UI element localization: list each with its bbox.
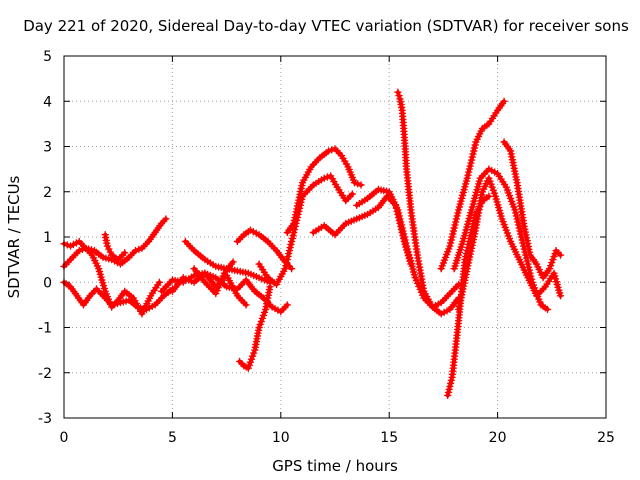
series-track-q xyxy=(437,97,508,273)
x-axis-label: GPS time / hours xyxy=(272,457,398,475)
series-markers xyxy=(437,97,508,273)
series-track-j xyxy=(235,283,274,372)
y-tick-label: 2 xyxy=(43,185,52,201)
x-tick-label: 5 xyxy=(168,430,177,446)
series-markers xyxy=(394,88,463,318)
series-markers xyxy=(500,138,565,282)
series-track-n xyxy=(353,185,463,311)
series-markers xyxy=(235,283,274,372)
y-tick-label: 1 xyxy=(43,230,52,246)
y-axis-label: SDTVAR / TECUs xyxy=(5,175,23,298)
series-markers xyxy=(454,174,565,314)
series-track-s xyxy=(454,174,565,314)
series-markers xyxy=(283,145,365,237)
series-track-h xyxy=(190,258,237,298)
series-track-o xyxy=(394,88,463,318)
x-tick-label: 10 xyxy=(272,430,290,446)
chart-title: Day 221 of 2020, Sidereal Day-to-day VTE… xyxy=(23,17,629,35)
y-tick-label: 3 xyxy=(43,140,52,156)
y-tick-label: -2 xyxy=(38,366,52,382)
y-tick-label: -3 xyxy=(38,411,52,427)
series-markers xyxy=(353,185,463,311)
series-markers xyxy=(101,231,129,264)
x-tick-label: 20 xyxy=(489,430,507,446)
x-tick-label: 0 xyxy=(60,430,69,446)
plot-frame xyxy=(63,55,607,419)
gridlines xyxy=(64,56,606,418)
y-tick-label: 4 xyxy=(43,94,52,110)
y-tick-label: 5 xyxy=(43,49,52,65)
series-track-l xyxy=(283,145,365,237)
x-tick-label: 25 xyxy=(597,430,615,446)
series-markers xyxy=(190,258,237,298)
y-tick-label: 0 xyxy=(43,275,52,291)
y-tick-label: -1 xyxy=(38,321,52,337)
series-track-d xyxy=(101,231,129,264)
series-track-t xyxy=(500,138,565,282)
data-series xyxy=(60,88,565,400)
x-tick-label: 15 xyxy=(380,430,398,446)
